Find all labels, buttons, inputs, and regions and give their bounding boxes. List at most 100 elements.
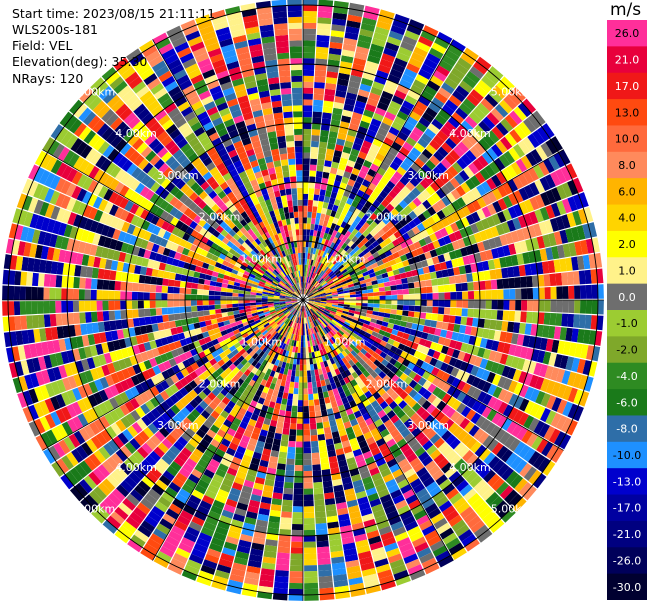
velocity-bin	[532, 300, 539, 312]
velocity-bin	[323, 310, 330, 315]
velocity-bin	[561, 198, 572, 214]
velocity-bin	[137, 300, 144, 309]
velocity-bin	[538, 221, 548, 235]
velocity-bin	[209, 285, 216, 291]
velocity-bin	[534, 194, 545, 209]
velocity-bin	[424, 273, 432, 281]
velocity-bin	[493, 157, 506, 171]
velocity-bin	[402, 35, 418, 47]
velocity-bin	[353, 162, 363, 171]
velocity-bin	[37, 273, 45, 287]
velocity-bin	[420, 410, 431, 421]
velocity-bin	[358, 226, 366, 234]
velocity-bin	[357, 241, 365, 249]
velocity-bin	[346, 159, 356, 168]
velocity-bin	[144, 275, 152, 284]
velocity-bin	[295, 441, 303, 448]
velocity-bin	[351, 364, 359, 372]
velocity-bin	[309, 170, 317, 177]
velocity-bin	[572, 177, 584, 194]
velocity-bin	[567, 371, 577, 387]
velocity-bin	[332, 296, 339, 299]
velocity-bin	[208, 295, 215, 300]
velocity-bin	[343, 292, 350, 296]
velocity-bin	[348, 249, 356, 257]
velocity-bin	[332, 342, 338, 350]
velocity-bin	[305, 288, 308, 295]
velocity-bin	[493, 330, 502, 341]
velocity-bin	[294, 376, 299, 383]
velocity-bin	[457, 238, 466, 249]
velocity-bin	[337, 305, 344, 309]
velocity-bin	[555, 168, 567, 184]
velocity-bin	[567, 313, 575, 328]
velocity-bin	[453, 458, 466, 471]
velocity-bin	[374, 132, 386, 142]
velocity-bin	[428, 418, 439, 429]
velocity-bin	[334, 252, 340, 259]
velocity-bin	[8, 301, 15, 316]
velocity-bin	[344, 331, 351, 337]
velocity-bin	[415, 121, 428, 133]
velocity-bin	[477, 271, 485, 281]
velocity-bin	[312, 289, 318, 294]
velocity-bin	[351, 111, 363, 121]
velocity-bin	[310, 152, 318, 160]
velocity-bin	[321, 118, 331, 126]
velocity-bin	[536, 350, 546, 364]
velocity-bin	[473, 428, 485, 441]
velocity-bin	[360, 348, 368, 356]
velocity-bin	[406, 452, 418, 463]
velocity-bin	[324, 286, 330, 291]
velocity-bin	[391, 300, 398, 305]
velocity-bin	[322, 106, 333, 114]
velocity-bin	[399, 176, 410, 186]
velocity-bin	[386, 166, 397, 176]
velocity-bin	[307, 265, 311, 272]
velocity-bin	[437, 389, 447, 400]
velocity-bin	[424, 414, 435, 425]
velocity-bin	[447, 116, 461, 129]
velocity-bin	[410, 147, 422, 158]
velocity-bin	[353, 255, 361, 262]
velocity-bin	[327, 332, 333, 339]
velocity-bin	[522, 252, 531, 264]
velocity-bin	[281, 511, 292, 518]
velocity-bin	[150, 316, 158, 324]
velocity-bin	[561, 370, 571, 385]
velocity-bin	[329, 272, 335, 278]
velocity-bin	[319, 398, 326, 405]
velocity-bin	[191, 282, 199, 289]
velocity-bin	[513, 241, 523, 254]
velocity-bin	[359, 279, 366, 285]
velocity-bin	[547, 325, 556, 339]
velocity-bin	[341, 312, 348, 317]
velocity-bin	[380, 176, 390, 186]
velocity-bin	[312, 260, 316, 267]
velocity-bin	[364, 5, 380, 15]
velocity-bin	[303, 5, 318, 12]
velocity-bin	[336, 331, 343, 338]
velocity-bin	[315, 64, 327, 72]
velocity-bin	[519, 346, 529, 359]
velocity-bin	[336, 287, 343, 291]
velocity-bin	[49, 314, 57, 327]
velocity-bin	[289, 576, 303, 584]
velocity-bin	[426, 300, 433, 307]
velocity-bin	[346, 328, 353, 335]
velocity-bin	[420, 30, 436, 42]
velocity-bin	[393, 57, 408, 68]
velocity-bin	[382, 277, 390, 283]
velocity-bin	[319, 141, 328, 149]
velocity-bin	[508, 243, 517, 255]
velocity-bin	[115, 271, 123, 281]
velocity-bin	[364, 351, 372, 359]
velocity-bin	[482, 510, 497, 524]
velocity-bin	[322, 201, 329, 209]
velocity-bin	[378, 308, 386, 313]
velocity-bin	[322, 265, 328, 272]
velocity-bin	[328, 338, 335, 345]
velocity-bin	[377, 15, 393, 25]
velocity-bin	[185, 300, 192, 307]
velocity-bin	[509, 474, 524, 489]
